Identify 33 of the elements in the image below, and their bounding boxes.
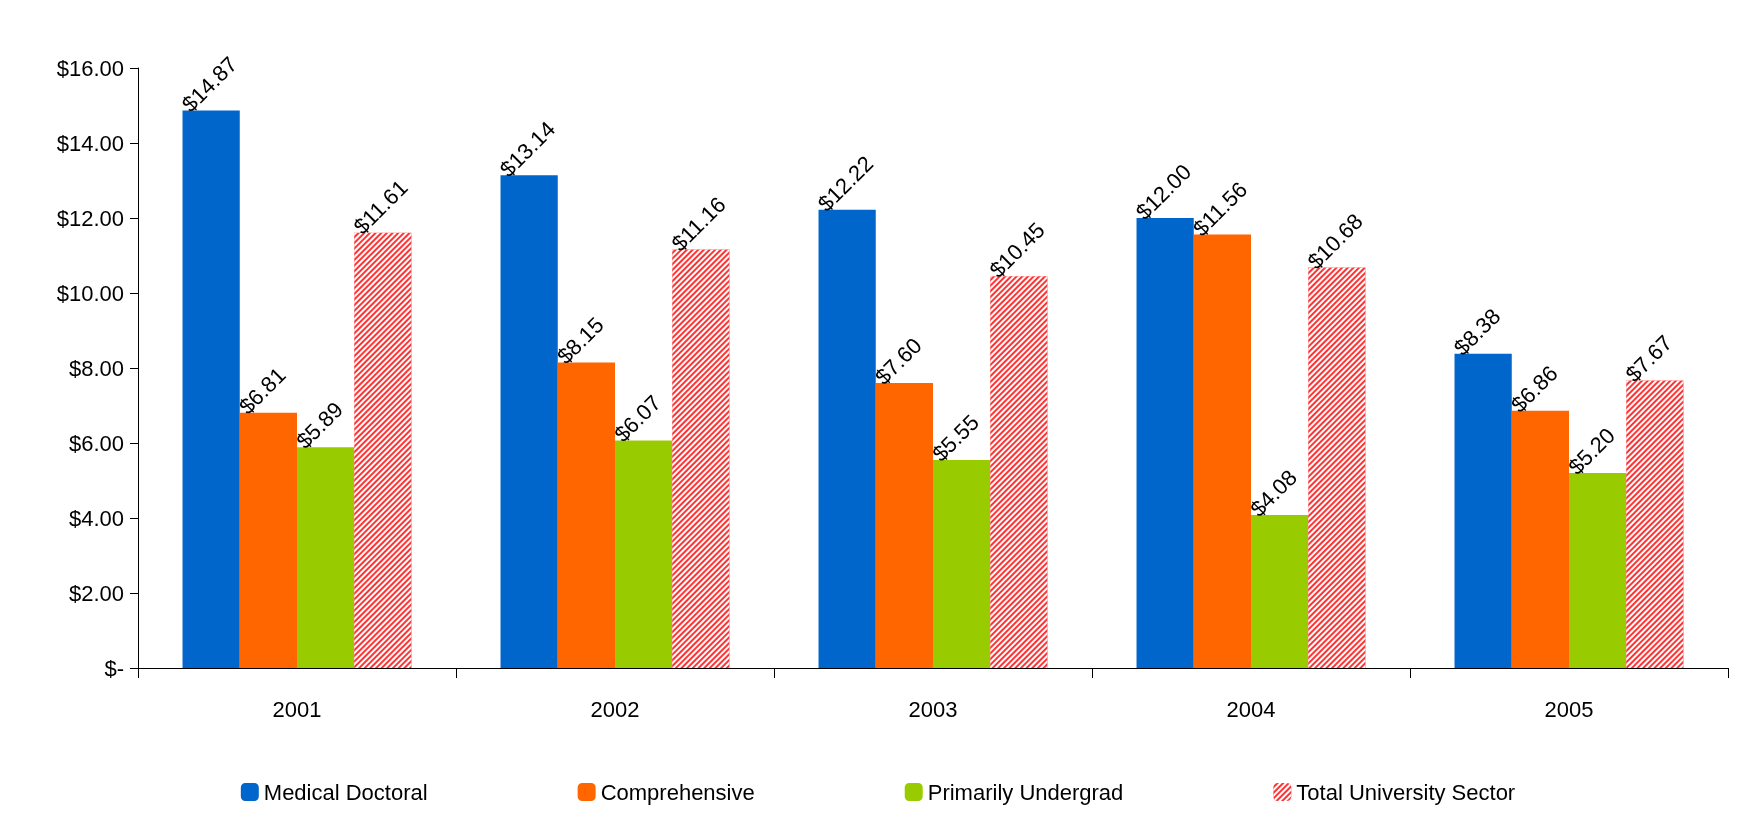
bar bbox=[500, 175, 558, 668]
bar bbox=[297, 447, 355, 668]
bar bbox=[1569, 473, 1627, 668]
legend-label: Comprehensive bbox=[600, 779, 755, 805]
y-tick-label: $8.00 bbox=[68, 355, 124, 381]
bar bbox=[1251, 515, 1309, 668]
x-tick-label: 2003 bbox=[908, 696, 958, 722]
y-tick-label: $2.00 bbox=[68, 580, 124, 606]
x-tick-label: 2001 bbox=[272, 696, 322, 722]
y-tick-label: $14.00 bbox=[56, 130, 124, 156]
y-tick-label: $4.00 bbox=[68, 505, 124, 531]
bar bbox=[1511, 410, 1569, 668]
y-tick-label: $16.00 bbox=[56, 55, 124, 81]
bar bbox=[557, 362, 615, 668]
y-tick-label: $10.00 bbox=[56, 280, 124, 306]
bar bbox=[875, 383, 933, 668]
bar bbox=[1193, 234, 1251, 668]
bar bbox=[182, 110, 240, 668]
bar bbox=[1454, 353, 1512, 668]
bar bbox=[239, 412, 297, 668]
legend-label: Medical Doctoral bbox=[263, 779, 428, 805]
y-tick-label: $6.00 bbox=[68, 430, 124, 456]
legend-label: Total University Sector bbox=[1296, 779, 1516, 805]
bar bbox=[818, 209, 876, 668]
x-tick-label: 2005 bbox=[1544, 696, 1594, 722]
bar bbox=[1136, 218, 1194, 668]
bar bbox=[933, 459, 991, 668]
bar bbox=[615, 440, 673, 668]
x-tick-label: 2002 bbox=[590, 696, 640, 722]
y-tick-label: $12.00 bbox=[56, 205, 124, 231]
y-tick-label: $- bbox=[104, 655, 124, 681]
legend-label: Primarily Undergrad bbox=[927, 779, 1124, 805]
x-tick-label: 2004 bbox=[1226, 696, 1276, 722]
